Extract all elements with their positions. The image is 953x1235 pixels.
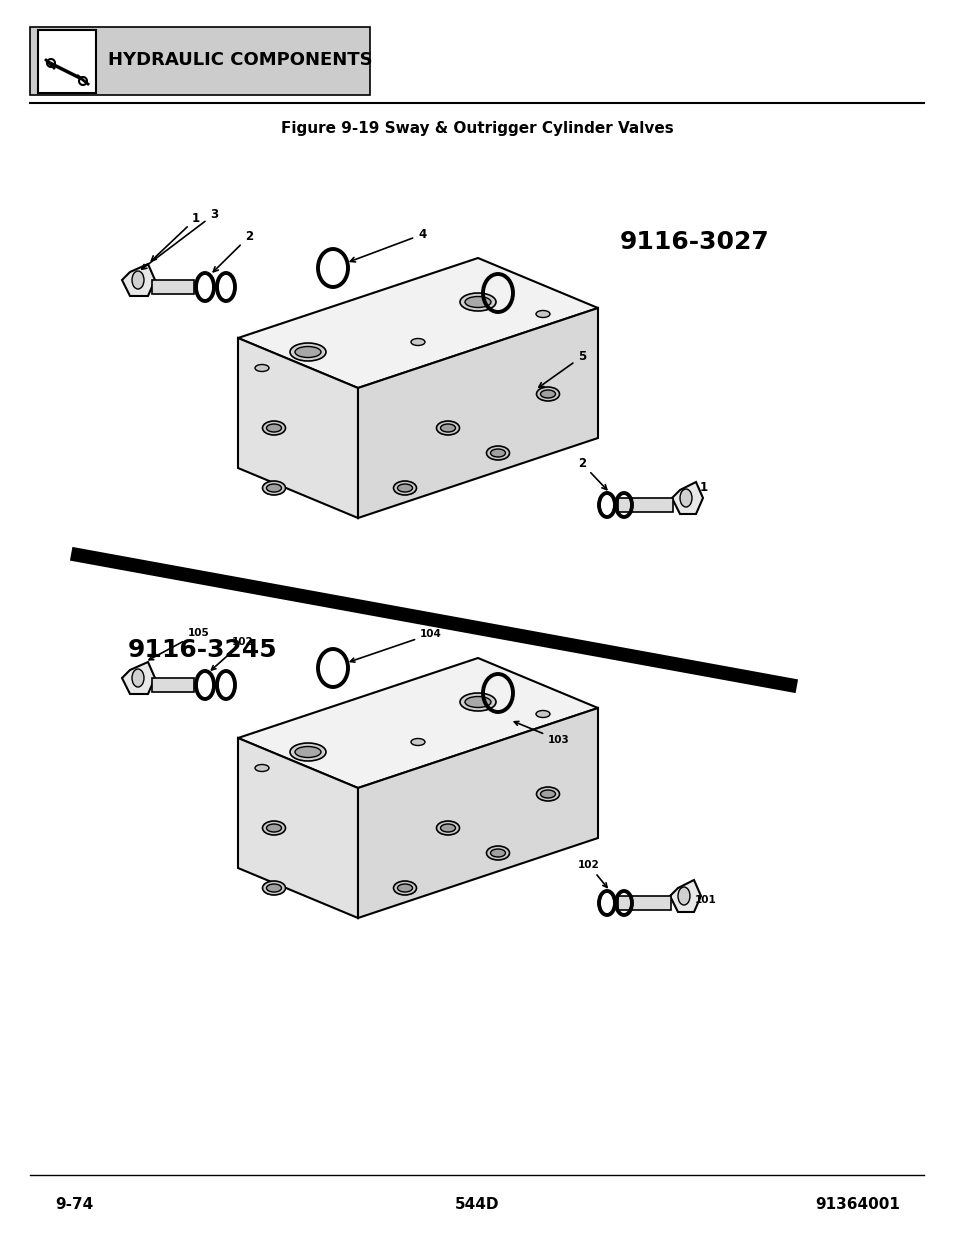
Ellipse shape (464, 697, 491, 708)
Ellipse shape (393, 881, 416, 895)
Ellipse shape (262, 881, 285, 895)
Text: 3: 3 (142, 207, 218, 269)
Ellipse shape (294, 746, 320, 757)
Ellipse shape (266, 884, 281, 892)
Text: 1: 1 (152, 212, 200, 261)
FancyBboxPatch shape (30, 27, 370, 95)
FancyBboxPatch shape (152, 280, 193, 294)
Text: 1: 1 (700, 480, 707, 494)
Text: 102: 102 (578, 860, 606, 888)
Polygon shape (669, 881, 700, 911)
Text: 544D: 544D (455, 1198, 498, 1213)
Ellipse shape (536, 710, 550, 718)
Ellipse shape (290, 743, 326, 761)
Ellipse shape (540, 790, 555, 798)
FancyBboxPatch shape (152, 678, 193, 692)
Ellipse shape (678, 887, 689, 905)
Ellipse shape (490, 450, 505, 457)
Text: 9116-3027: 9116-3027 (619, 230, 769, 254)
Ellipse shape (436, 821, 459, 835)
Polygon shape (237, 739, 357, 918)
Polygon shape (122, 662, 154, 694)
Ellipse shape (536, 387, 558, 401)
Ellipse shape (266, 824, 281, 832)
Ellipse shape (254, 764, 269, 772)
Text: 101: 101 (695, 895, 716, 905)
Ellipse shape (459, 693, 496, 711)
Ellipse shape (266, 424, 281, 432)
Text: 9-74: 9-74 (55, 1198, 93, 1213)
Text: 2: 2 (213, 230, 253, 272)
Ellipse shape (490, 848, 505, 857)
Text: 9116-3245: 9116-3245 (128, 638, 277, 662)
Ellipse shape (436, 421, 459, 435)
Polygon shape (357, 308, 598, 517)
Ellipse shape (440, 824, 455, 832)
Ellipse shape (536, 310, 550, 317)
Text: HYDRAULIC COMPONENTS: HYDRAULIC COMPONENTS (108, 51, 373, 69)
Ellipse shape (397, 884, 412, 892)
Ellipse shape (262, 421, 285, 435)
Ellipse shape (486, 446, 509, 459)
FancyBboxPatch shape (618, 498, 672, 513)
Polygon shape (237, 338, 357, 517)
Ellipse shape (411, 739, 424, 746)
Polygon shape (237, 658, 598, 788)
Ellipse shape (254, 364, 269, 372)
Text: Figure 9-19 Sway & Outrigger Cylinder Valves: Figure 9-19 Sway & Outrigger Cylinder Va… (280, 121, 673, 136)
Ellipse shape (294, 347, 320, 357)
Polygon shape (357, 708, 598, 918)
Ellipse shape (536, 787, 558, 802)
Text: 102: 102 (212, 637, 253, 669)
Ellipse shape (464, 296, 491, 308)
Text: 91364001: 91364001 (814, 1198, 899, 1213)
Ellipse shape (411, 338, 424, 346)
Polygon shape (122, 264, 154, 296)
Text: 104: 104 (350, 629, 441, 662)
Text: 105: 105 (149, 629, 210, 659)
Ellipse shape (132, 270, 144, 289)
Ellipse shape (262, 480, 285, 495)
Ellipse shape (290, 343, 326, 361)
Ellipse shape (679, 489, 691, 508)
Polygon shape (671, 482, 702, 514)
Ellipse shape (266, 484, 281, 492)
Text: 5: 5 (538, 350, 586, 388)
Ellipse shape (262, 821, 285, 835)
Ellipse shape (393, 480, 416, 495)
Ellipse shape (486, 846, 509, 860)
FancyBboxPatch shape (38, 30, 96, 93)
Ellipse shape (540, 390, 555, 398)
Ellipse shape (459, 293, 496, 311)
Ellipse shape (397, 484, 412, 492)
Ellipse shape (440, 424, 455, 432)
Ellipse shape (132, 669, 144, 687)
Text: 103: 103 (514, 721, 569, 745)
Polygon shape (237, 258, 598, 388)
Text: 2: 2 (578, 457, 606, 489)
FancyBboxPatch shape (618, 897, 670, 910)
Text: 4: 4 (350, 228, 426, 262)
